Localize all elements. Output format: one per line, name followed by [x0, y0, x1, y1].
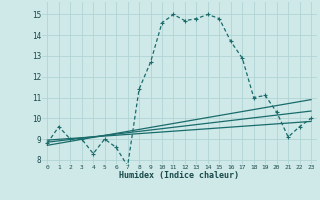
X-axis label: Humidex (Indice chaleur): Humidex (Indice chaleur): [119, 171, 239, 180]
